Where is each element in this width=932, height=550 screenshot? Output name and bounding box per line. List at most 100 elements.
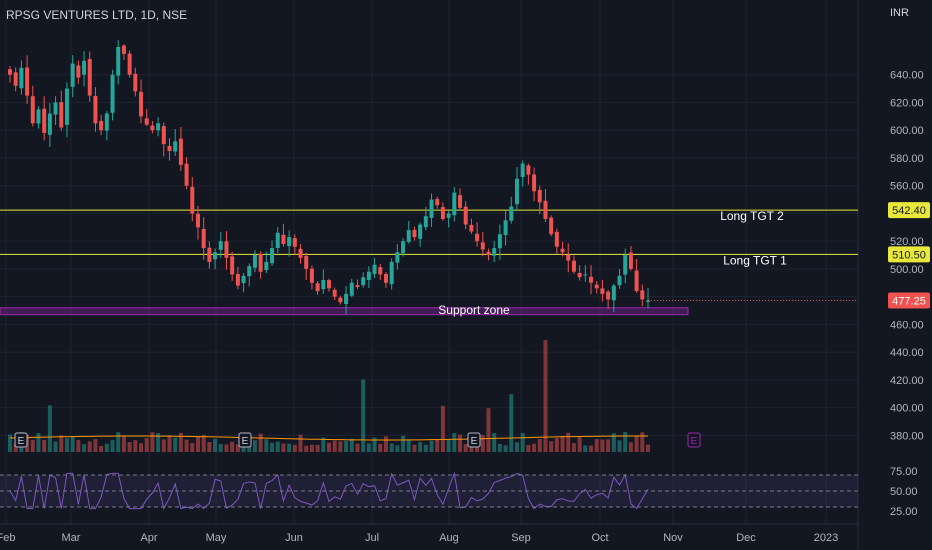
candle-body[interactable] — [497, 234, 502, 249]
candle-body[interactable] — [309, 268, 314, 283]
candle-body[interactable] — [361, 277, 366, 286]
candle-body[interactable] — [344, 293, 349, 305]
candle-body[interactable] — [366, 271, 371, 280]
candle-body[interactable] — [264, 261, 269, 271]
earnings-marker[interactable] — [238, 432, 252, 448]
candle-body[interactable] — [127, 53, 132, 75]
candle-body[interactable] — [93, 95, 98, 124]
candle-body[interactable] — [646, 300, 650, 302]
candle-body[interactable] — [64, 88, 69, 125]
candle-body[interactable] — [150, 125, 155, 131]
candle-body[interactable] — [42, 108, 47, 133]
candle-body[interactable] — [104, 113, 109, 131]
candle-body[interactable] — [321, 280, 326, 290]
candle-body[interactable] — [452, 192, 457, 216]
candle-body[interactable] — [589, 276, 594, 283]
candle-body[interactable] — [184, 163, 189, 186]
candle-body[interactable] — [19, 67, 24, 89]
candle-body[interactable] — [406, 230, 411, 242]
candle-body[interactable] — [486, 251, 491, 256]
candle-body[interactable] — [76, 65, 81, 78]
candle-body[interactable] — [378, 267, 383, 275]
candle-body[interactable] — [566, 254, 571, 261]
candle-body[interactable] — [509, 206, 514, 221]
candle-body[interactable] — [355, 285, 360, 287]
candle-body[interactable] — [560, 248, 565, 253]
candle-body[interactable] — [594, 284, 599, 289]
candle-body[interactable] — [526, 165, 531, 175]
candle-body[interactable] — [600, 288, 605, 294]
candle-body[interactable] — [230, 256, 235, 275]
candle-body[interactable] — [59, 102, 64, 128]
candle-body[interactable] — [349, 282, 354, 296]
candle-body[interactable] — [173, 141, 178, 152]
candle-body[interactable] — [139, 91, 144, 117]
candle-body[interactable] — [338, 297, 343, 303]
candle-body[interactable] — [469, 224, 474, 232]
candle-body[interactable] — [156, 123, 161, 131]
earnings-marker[interactable] — [14, 432, 28, 448]
earnings-marker[interactable] — [687, 432, 701, 448]
candle-body[interactable] — [87, 59, 92, 96]
candle-body[interactable] — [389, 261, 394, 285]
candle-body[interactable] — [47, 113, 52, 135]
candle-body[interactable] — [241, 275, 246, 284]
candle-body[interactable] — [315, 283, 320, 292]
candle-body[interactable] — [514, 178, 519, 205]
candle-body[interactable] — [332, 289, 337, 297]
candle-body[interactable] — [503, 220, 508, 236]
candle-body[interactable] — [110, 74, 115, 113]
candle-body[interactable] — [287, 237, 292, 247]
candle-body[interactable] — [13, 72, 18, 86]
candle-body[interactable] — [412, 230, 417, 238]
candle-body[interactable] — [25, 67, 30, 96]
candle-body[interactable] — [70, 63, 75, 87]
candle-body[interactable] — [571, 260, 576, 272]
candle-body[interactable] — [520, 163, 525, 178]
support-zone-rect[interactable] — [0, 307, 689, 316]
candle-body[interactable] — [440, 207, 445, 219]
candle-body[interactable] — [383, 273, 388, 283]
candle-body[interactable] — [577, 273, 582, 278]
candle-body[interactable] — [463, 206, 468, 225]
candle-body[interactable] — [161, 126, 166, 145]
candle-body[interactable] — [8, 69, 12, 75]
candle-body[interactable] — [116, 47, 121, 76]
candle-body[interactable] — [224, 241, 229, 258]
candle-body[interactable] — [99, 120, 104, 131]
candle-body[interactable] — [532, 174, 537, 192]
candle-body[interactable] — [190, 186, 195, 214]
candle-body[interactable] — [429, 199, 434, 218]
candle-body[interactable] — [82, 60, 87, 75]
candle-body[interactable] — [617, 275, 622, 286]
candle-body[interactable] — [423, 216, 428, 228]
candle-body[interactable] — [281, 234, 286, 244]
candle-body[interactable] — [480, 242, 485, 250]
candle-body[interactable] — [304, 256, 309, 269]
candle-body[interactable] — [583, 274, 588, 276]
candle-body[interactable] — [270, 248, 275, 264]
candle-body[interactable] — [195, 213, 200, 228]
candle-body[interactable] — [395, 252, 400, 263]
candle-body[interactable] — [235, 273, 240, 286]
candle-body[interactable] — [252, 255, 257, 268]
earnings-marker[interactable] — [467, 432, 481, 448]
candle-body[interactable] — [298, 248, 303, 258]
candle-body[interactable] — [218, 241, 223, 250]
candle-body[interactable] — [167, 145, 172, 152]
candle-body[interactable] — [247, 266, 252, 277]
time-axis[interactable]: Feb Mar Apr May Jun Jul Aug Sep Oct Nov Dec 2023 — [0, 532, 838, 544]
candle-body[interactable] — [537, 189, 542, 203]
candle-body[interactable] — [30, 96, 35, 124]
candle-body[interactable] — [554, 231, 559, 247]
candle-body[interactable] — [640, 290, 645, 300]
candle-body[interactable] — [144, 118, 149, 125]
candle-body[interactable] — [275, 232, 280, 249]
candle-body[interactable] — [53, 102, 58, 115]
candle-body[interactable] — [435, 199, 440, 206]
candle-body[interactable] — [292, 238, 297, 247]
candle-body[interactable] — [606, 291, 611, 300]
candle-body[interactable] — [36, 109, 41, 124]
candle-body[interactable] — [178, 138, 183, 165]
